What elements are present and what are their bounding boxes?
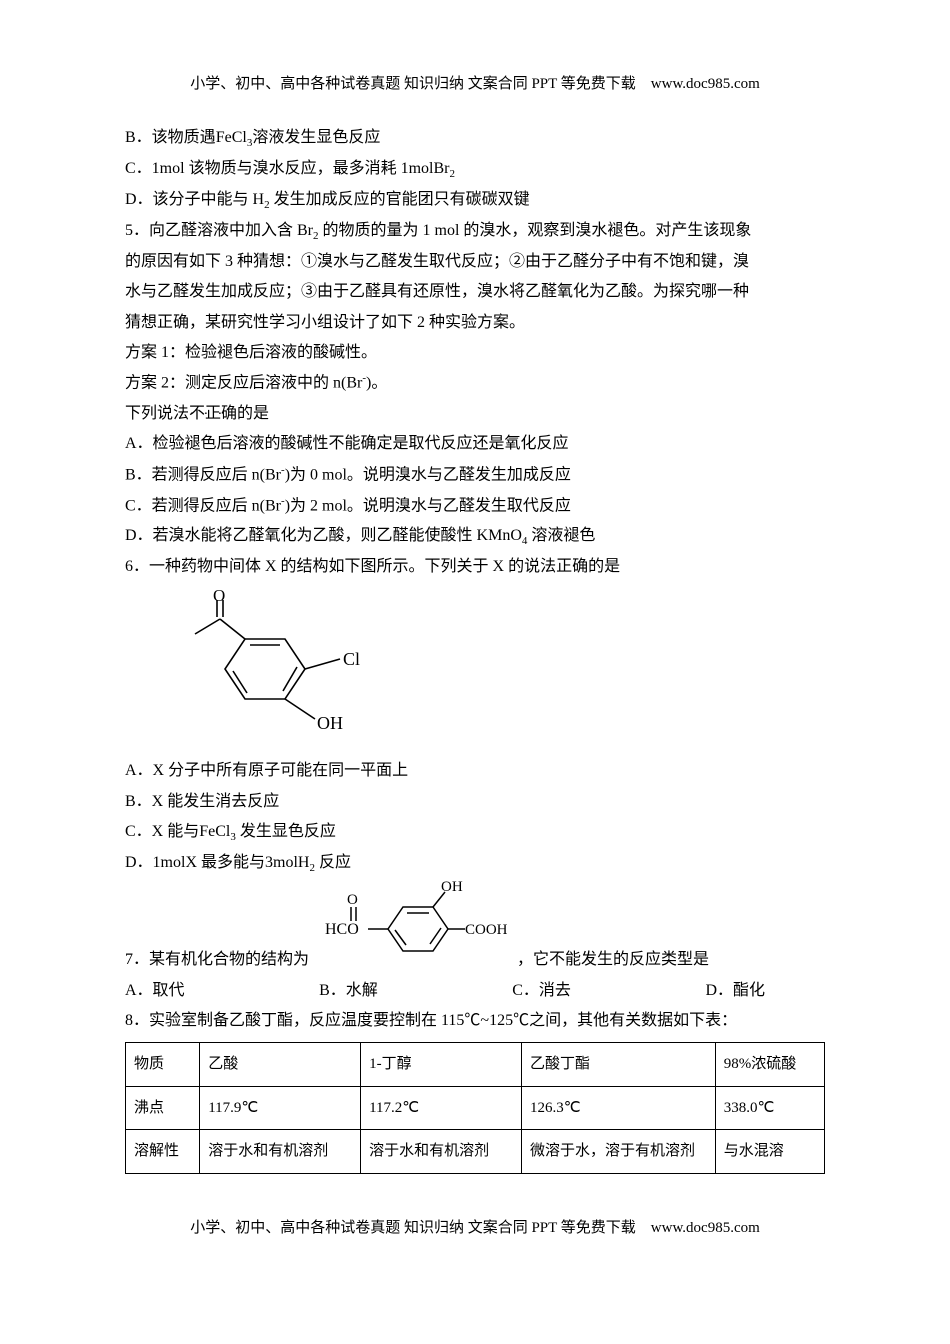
q6-option-c: C．X 能与FeCl3 发生显色反应 [125, 817, 825, 848]
table-cell: 1-丁醇 [361, 1043, 522, 1087]
text: B．该物质遇 [125, 129, 216, 146]
table-cell: 117.9℃ [200, 1086, 361, 1130]
formula-3molh2: 3molH2 [265, 854, 315, 871]
svg-text:COOH: COOH [465, 922, 508, 938]
text: 发生加成反应的官能团只有碳碳双键 [270, 191, 530, 208]
text: 反应 [315, 854, 351, 871]
text: B．若测得反应后 n(Br [125, 466, 281, 483]
formula-fecl3: FeCl3 [199, 823, 236, 840]
plan-2: 方案 2：测定反应后溶液中的 n(Br-)。 [125, 368, 825, 399]
svg-text:OH: OH [441, 879, 463, 895]
table-row: 溶解性 溶于水和有机溶剂 溶于水和有机溶剂 微溶于水，溶于有机溶剂 与水混溶 [126, 1130, 825, 1174]
table-cell: 沸点 [126, 1086, 200, 1130]
text: )为 2 mol。说明溴水与乙醛发生取代反应 [285, 497, 571, 514]
q5-option-c: C．若测得反应后 n(Br-)为 2 mol。说明溴水与乙醛发生取代反应 [125, 491, 825, 522]
text: C．1mol 该物质与溴水反应，最多消耗 1mol [125, 160, 433, 177]
text: ，它不能发生的反应类型是 [517, 945, 709, 975]
text: )。 [366, 375, 387, 392]
option-d: D．该分子中能与 H2 发生加成反应的官能团只有碳碳双键 [125, 185, 825, 216]
text: D．1molX 最多能与 [125, 854, 265, 871]
q6-option-a: A．X 分子中所有原子可能在同一平面上 [125, 756, 825, 786]
table-cell: 微溶于水，溶于有机溶剂 [521, 1130, 715, 1174]
svg-text:OH: OH [317, 713, 343, 733]
q5-option-a: A．检验褪色后溶液的酸碱性不能确定是取代反应还是氧化反应 [125, 429, 825, 459]
table-cell: 98%浓硫酸 [715, 1043, 824, 1087]
option-b: B．该物质遇FeCl3溶液发生显色反应 [125, 123, 825, 154]
q7-option-c: C．消去 [512, 976, 571, 1006]
question-6: 6．一种药物中间体 X 的结构如下图所示。下列关于 X 的说法正确的是 [125, 552, 825, 582]
structure-diagram-q7: HCO O OH COOH [313, 879, 513, 975]
text: 溶液发生显色反应 [252, 129, 380, 146]
text: )为 0 mol。说明溴水与乙醛发生加成反应 [285, 466, 571, 483]
text: D．若溴水能将乙醛氧化为乙酸，则乙醛能使酸性 KMnO [125, 527, 522, 544]
q7-options: A．取代 B．水解 C．消去 D．酯化 [125, 976, 825, 1006]
text: 7．某有机化合物的结构为 [125, 945, 309, 975]
svg-text:O: O [347, 892, 358, 908]
page-footer: 小学、初中、高中各种试卷真题 知识归纳 文案合同 PPT 等免费下载 www.d… [125, 1214, 825, 1243]
page-header: 小学、初中、高中各种试卷真题 知识归纳 文案合同 PPT 等免费下载 www.d… [125, 70, 825, 99]
option-c: C．1mol 该物质与溴水反应，最多消耗 1molBr2 [125, 154, 825, 185]
q6-option-d: D．1molX 最多能与3molH2 反应 [125, 848, 825, 879]
question-5-prompt: 下列说法．．．不正确的是 [125, 399, 825, 429]
table-cell: 乙酸 [200, 1043, 361, 1087]
table-cell: 溶于水和有机溶剂 [361, 1130, 522, 1174]
svg-text:O: O [213, 589, 225, 605]
q6-option-b: B．X 能发生消去反应 [125, 787, 825, 817]
table-cell: 物质 [126, 1043, 200, 1087]
question-7: 7．某有机化合物的结构为 [125, 879, 825, 975]
formula-br2: Br2 [433, 160, 455, 177]
text: 溶液褪色 [527, 527, 595, 544]
structure-diagram-q6: O Cl OH [155, 589, 825, 750]
text: C．若测得反应后 n(Br [125, 497, 281, 514]
svg-text:Cl: Cl [343, 649, 360, 669]
text: 的物质的量为 1 mol 的溴水，观察到溴水褪色。对产生该现象 [319, 222, 752, 239]
svg-text:HCO: HCO [325, 921, 359, 938]
table-cell: 乙酸丁酯 [521, 1043, 715, 1087]
text: 的是 [237, 405, 269, 422]
plan-1: 方案 1：检验褪色后溶液的酸碱性。 [125, 338, 825, 368]
table-cell: 溶解性 [126, 1130, 200, 1174]
question-5: 5．向乙醛溶液中加入含 Br2 的物质的量为 1 mol 的溴水，观察到溴水褪色… [125, 216, 825, 247]
text: C．X 能与 [125, 823, 199, 840]
q7-option-d: D．酯化 [705, 976, 765, 1006]
table-cell: 338.0℃ [715, 1086, 824, 1130]
text: 发生显色反应 [236, 823, 336, 840]
question-5-line4: 猜想正确，某研究性学习小组设计了如下 2 种实验方案。 [125, 308, 825, 338]
text: 下列说法 [125, 405, 189, 422]
text: 5．向乙醛溶液中加入含 Br [125, 222, 313, 239]
q5-option-d: D．若溴水能将乙醛氧化为乙酸，则乙醛能使酸性 KMnO4 溶液褪色 [125, 521, 825, 552]
q7-option-b: B．水解 [319, 976, 378, 1006]
table-row: 沸点 117.9℃ 117.2℃ 126.3℃ 338.0℃ [126, 1086, 825, 1130]
question-5-line3: 水与乙醛发生加成反应；③由于乙醛具有还原性，溴水将乙醛氧化为乙酸。为探究哪一种 [125, 277, 825, 307]
text: D．该分子中能与 H [125, 191, 264, 208]
table-cell: 126.3℃ [521, 1086, 715, 1130]
q7-option-a: A．取代 [125, 976, 185, 1006]
question-8: 8．实验室制备乙酸丁酯，反应温度要控制在 115℃~125℃之间，其他有关数据如… [125, 1006, 825, 1036]
table-row: 物质 乙酸 1-丁醇 乙酸丁酯 98%浓硫酸 [126, 1043, 825, 1087]
formula-fecl3: FeCl3 [216, 129, 253, 146]
emphasized-text: ．．．不正确 [189, 405, 237, 422]
table-cell: 117.2℃ [361, 1086, 522, 1130]
table-cell: 溶于水和有机溶剂 [200, 1130, 361, 1174]
text: 方案 2：测定反应后溶液中的 n(Br [125, 375, 362, 392]
q5-option-b: B．若测得反应后 n(Br-)为 0 mol。说明溴水与乙醛发生加成反应 [125, 460, 825, 491]
data-table: 物质 乙酸 1-丁醇 乙酸丁酯 98%浓硫酸 沸点 117.9℃ 117.2℃ … [125, 1042, 825, 1174]
question-5-line2: 的原因有如下 3 种猜想：①溴水与乙醛发生取代反应；②由于乙醛分子中有不饱和键，… [125, 247, 825, 277]
table-cell: 与水混溶 [715, 1130, 824, 1174]
